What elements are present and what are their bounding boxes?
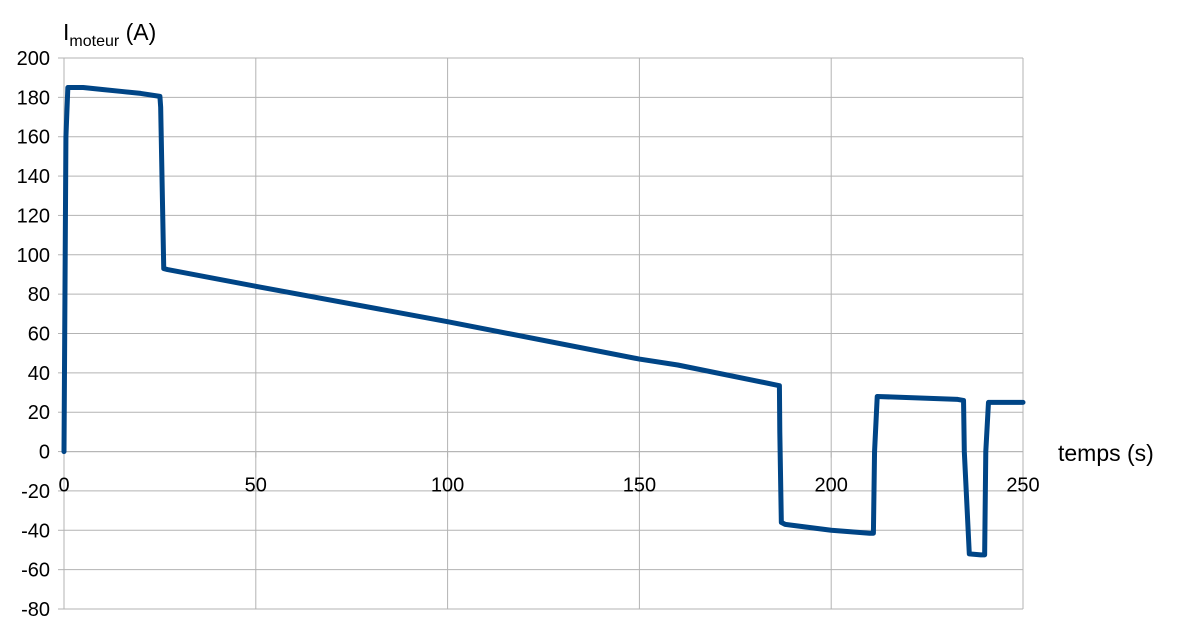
y-tick-label: 100 bbox=[17, 245, 50, 267]
y-tick-label: 160 bbox=[17, 127, 50, 149]
grid-lines bbox=[63, 57, 1024, 610]
y-axis-title: Imoteur (A) bbox=[63, 19, 156, 50]
x-axis-title: temps (s) bbox=[1058, 440, 1154, 466]
y-axis-title-unit: (A) bbox=[119, 19, 156, 45]
y-tick-label: 80 bbox=[28, 284, 50, 306]
y-axis-title-subscript: moteur bbox=[69, 33, 119, 50]
y-tick-label: -20 bbox=[21, 481, 50, 503]
y-tick-label: 200 bbox=[17, 48, 50, 70]
x-tick-label: 150 bbox=[623, 475, 656, 497]
x-tick-labels: 0 50 100 150 200 250 bbox=[58, 475, 1039, 497]
y-tick-label: 40 bbox=[28, 363, 50, 385]
y-tick-label: -80 bbox=[21, 599, 50, 619]
x-tick-label: 250 bbox=[1006, 475, 1039, 497]
series-line bbox=[61, 85, 1026, 558]
y-tick-label: -60 bbox=[21, 560, 50, 582]
y-tick-label: 20 bbox=[28, 402, 50, 424]
y-tick-label: 60 bbox=[28, 324, 50, 346]
x-tick-label: 0 bbox=[58, 475, 69, 497]
y-axis-title-main: I bbox=[63, 19, 69, 45]
x-tick-label: 100 bbox=[431, 475, 464, 497]
x-tick-label: 200 bbox=[815, 475, 848, 497]
x-tick-label: 50 bbox=[245, 475, 267, 497]
y-tick-label: 140 bbox=[17, 166, 50, 188]
y-tick-label: 180 bbox=[17, 87, 50, 109]
y-tick-label: 0 bbox=[39, 442, 50, 464]
y-tick-label: -40 bbox=[21, 520, 50, 542]
y-tick-label: 120 bbox=[17, 205, 50, 227]
